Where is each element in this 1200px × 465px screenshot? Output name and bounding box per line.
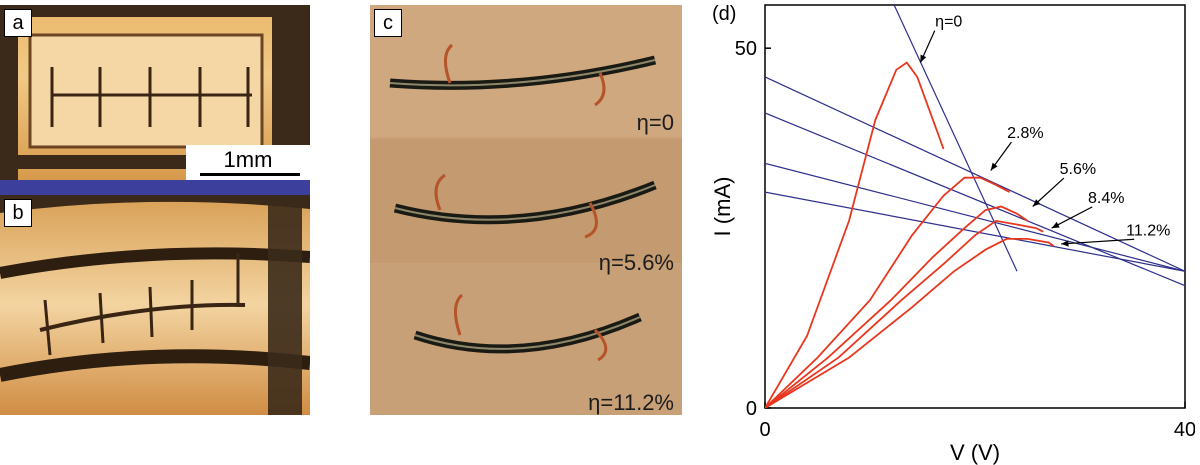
load-line-4: [765, 191, 1185, 272]
axes: 0 40 0 50 V (V) I (mA): [710, 4, 1195, 465]
bent-device-photos: [370, 5, 682, 415]
annotation-arrow-3: [1051, 206, 1093, 229]
y-tick-50-label: 50: [735, 38, 757, 60]
series-line-2: [765, 205, 1029, 408]
panel-letter-c: c: [374, 9, 402, 37]
scale-bar: 1mm: [186, 145, 310, 180]
panel-letter-b: b: [4, 199, 32, 227]
photo-panel-a: a 1mm: [0, 5, 310, 180]
y-axis-label: I (mA): [710, 177, 735, 237]
electrode-pattern-b: [0, 195, 310, 415]
load-line-3: [765, 162, 1185, 272]
annotation-1: 2.8%: [1007, 125, 1043, 142]
photo-panel-c: c η=0 η=5.6% η=11.2%: [370, 5, 682, 415]
panel-letter-d: (d): [712, 3, 736, 25]
photo-panel-b: b: [0, 195, 310, 415]
load-line-2: [765, 112, 1185, 287]
scale-bar-label: 1mm: [223, 147, 273, 172]
iv-chart: (d) 0 40 0 50 V (V) I (mA) η=0 2.8% 5.6% 8.4%11.…: [710, 3, 1195, 465]
annotation-arrow-4: [1061, 238, 1135, 245]
load-line-0: [893, 5, 1018, 272]
divider-bar: [0, 180, 310, 195]
annotation-arrowhead-1: [990, 162, 998, 171]
annotation-3: 8.4%: [1088, 190, 1124, 207]
annotation-arrowhead-4: [1061, 240, 1069, 247]
eta-label-0: η=0: [636, 110, 674, 135]
plot-frame: [764, 4, 1186, 409]
y-tick-0-label: 0: [746, 398, 757, 420]
eta-label-1: η=5.6%: [598, 250, 674, 275]
eta-label-2: η=11.2%: [588, 390, 674, 415]
series-line-4: [765, 238, 1055, 408]
annotation-4: 11.2%: [1126, 222, 1170, 239]
annotation-2: 5.6%: [1060, 161, 1096, 178]
panel-letter-a: a: [4, 9, 32, 37]
chart-marks: η=0 2.8% 5.6% 8.4%11.2%: [765, 5, 1185, 408]
annotation-arrowhead-0: [920, 54, 927, 63]
annotation-arrowhead-3: [1051, 221, 1060, 229]
load-line-1: [765, 76, 1185, 272]
annotation-0: η=0: [935, 14, 962, 31]
series-line-3: [765, 219, 1044, 408]
annotation-arrowhead-2: [1032, 199, 1041, 207]
series-line-1: [765, 176, 1011, 408]
series-line-0: [765, 61, 945, 408]
scale-bar-line: [200, 173, 300, 176]
x-axis-label: V (V): [950, 440, 1000, 465]
clipped-marks: [765, 5, 1185, 408]
x-tick-40-label: 40: [1174, 419, 1195, 441]
x-tick-0-label: 0: [759, 419, 770, 441]
